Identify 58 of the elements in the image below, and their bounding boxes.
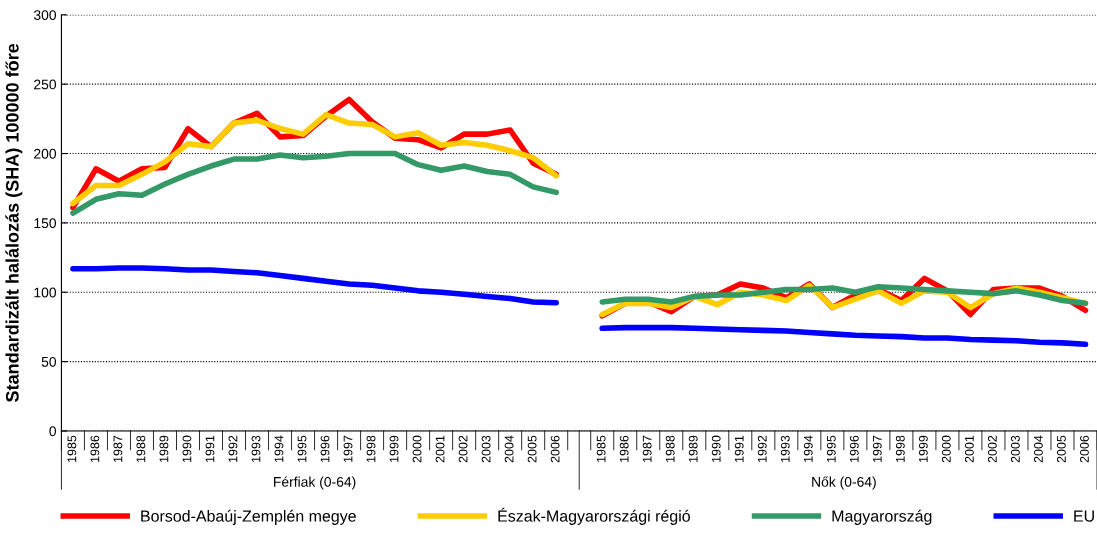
x-tick-label: 1995 [826, 435, 836, 462]
y-tick-label: 100 [34, 287, 57, 298]
x-tick-label: 2000 [412, 435, 422, 463]
x-tick-label: 2004 [504, 435, 514, 463]
x-tick-label: 1985 [596, 435, 606, 462]
x-tick-label: 2000 [941, 435, 951, 463]
x-tick-label: 1996 [849, 435, 859, 462]
x-tick-label: 2001 [435, 435, 445, 463]
x-tick-label: 1987 [113, 435, 123, 462]
x-tick-label: 1999 [389, 435, 399, 462]
text: Nők (0-64) [812, 476, 876, 490]
legend-label: Észak-Magyarországi régió [498, 507, 690, 525]
x-tick-label: 1989 [159, 435, 169, 462]
x-tick-label: 2002 [987, 435, 997, 463]
x-tick-label: 1988 [136, 435, 146, 462]
x-tick-label: 1992 [757, 435, 767, 462]
y-tick-label: 0 [49, 426, 57, 437]
y-tick-label: 250 [34, 79, 57, 90]
x-tick-label: 2005 [1056, 435, 1066, 463]
x-tick-label: 2006 [1080, 435, 1089, 463]
legend-label: Magyarország [832, 509, 932, 525]
x-tick-label: 1990 [711, 435, 721, 462]
x-tick-label: 1995 [297, 435, 307, 462]
x-tick-label: 1994 [274, 435, 284, 462]
y-tick-label: 50 [41, 356, 57, 367]
legend-label: EU [1074, 510, 1094, 522]
x-tick-label: 2001 [964, 435, 974, 463]
y-tick-label: 200 [34, 148, 57, 159]
x-tick-label: 2002 [458, 435, 468, 463]
x-tick-label: 1986 [90, 435, 100, 462]
x-tick-label: 1988 [665, 435, 675, 462]
x-tick-label: 1998 [895, 435, 905, 462]
x-tick-label: 1992 [228, 435, 238, 462]
x-tick-label: 1993 [251, 435, 261, 462]
x-tick-label: 2004 [1033, 435, 1043, 463]
x-tick-label: 1989 [688, 435, 698, 462]
y-tick-label: 300 [33, 10, 57, 20]
x-tick-label: 1991 [205, 435, 215, 462]
x-tick-label: 1997 [872, 435, 882, 462]
x-tick-label: 1994 [803, 435, 813, 462]
x-tick-label: 2003 [1010, 435, 1020, 463]
legend-label: Borsod-Abaúj-Zemplén megye [141, 509, 356, 525]
text: Férfiak (0-64) [274, 476, 356, 490]
x-tick-label: 2005 [527, 435, 537, 463]
x-tick-label: 1993 [780, 435, 790, 462]
x-tick-label: 1997 [343, 435, 353, 462]
y-axis-title: Standardizált halálozás (SHA) 100000 főre [5, 43, 23, 402]
x-tick-label: 1996 [320, 435, 330, 462]
y-tick-label: 150 [34, 218, 57, 229]
x-tick-label: 1990 [182, 435, 192, 462]
x-tick-label: 1986 [619, 435, 629, 462]
x-tick-label: 2006 [550, 435, 560, 463]
x-tick-label: 1985 [67, 435, 77, 462]
x-tick-label: 2003 [481, 435, 491, 463]
x-tick-label: 1998 [366, 435, 376, 462]
x-tick-label: 1991 [734, 435, 744, 462]
x-tick-label: 1987 [642, 435, 652, 462]
x-tick-label: 1999 [918, 435, 928, 462]
